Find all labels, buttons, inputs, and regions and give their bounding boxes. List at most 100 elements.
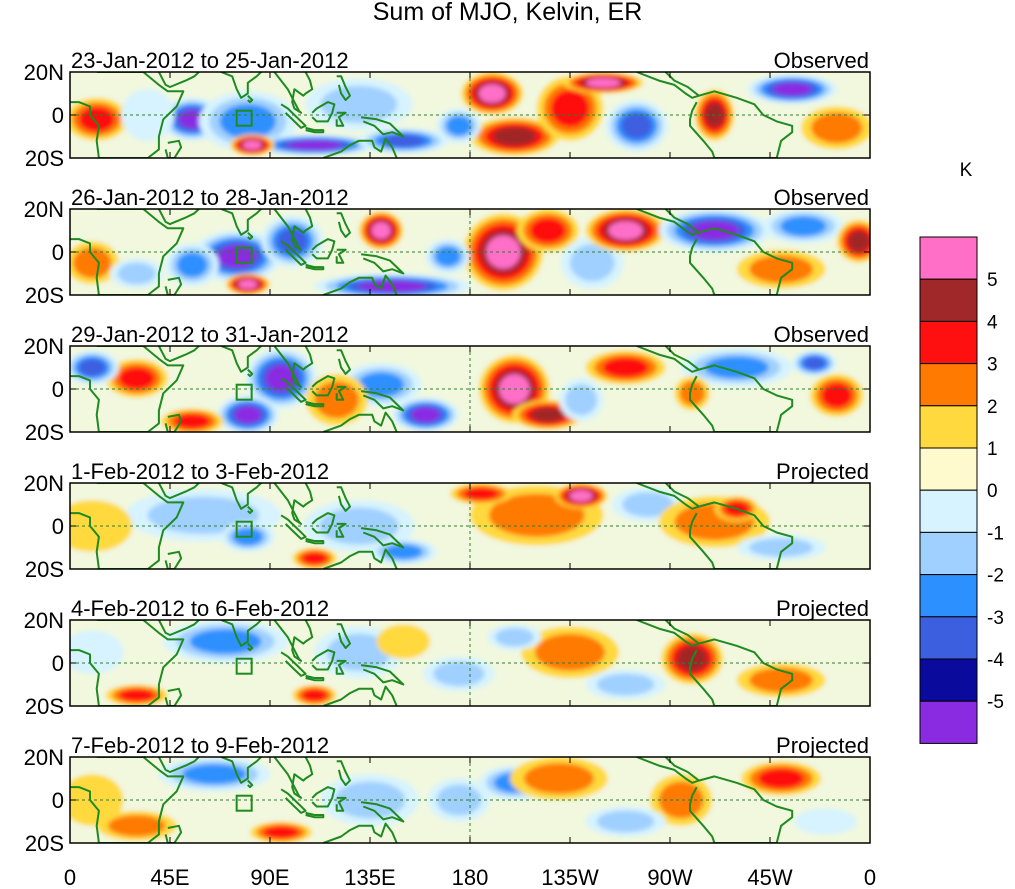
panel-5: 20N 0 20S 4-Feb-2012 to 6-Feb-2012 Projected bbox=[24, 596, 871, 719]
colorbar-swatch bbox=[919, 363, 978, 407]
colorbar-swatch bbox=[919, 574, 978, 618]
coastline-arabia bbox=[158, 620, 200, 636]
y-tick-label: 0 bbox=[52, 788, 64, 813]
anomaly-contour bbox=[358, 372, 405, 398]
anomaly-contour bbox=[108, 815, 166, 837]
anomaly-contour bbox=[435, 246, 461, 267]
coastline-africa bbox=[70, 346, 185, 432]
anomaly-contour bbox=[758, 768, 805, 789]
anomaly-contour bbox=[704, 356, 769, 379]
colorbar-tick-label: -4 bbox=[987, 650, 1004, 671]
coastline-borneo bbox=[311, 101, 336, 123]
coastline-arabia bbox=[158, 72, 200, 88]
colorbar-swatch bbox=[919, 447, 978, 491]
anomaly-contour bbox=[749, 538, 813, 557]
anomaly-contour bbox=[263, 826, 299, 839]
coastline-sumatra bbox=[280, 103, 307, 129]
anomaly-contour bbox=[433, 661, 485, 687]
coastline-samerica bbox=[689, 90, 794, 158]
colorbar-swatch bbox=[919, 278, 978, 322]
anomaly-contour bbox=[772, 82, 812, 96]
coastline-madagascar bbox=[164, 550, 183, 569]
anomaly-contour bbox=[287, 140, 342, 150]
y-tick-label: 20S bbox=[25, 831, 64, 856]
anomaly-contour bbox=[848, 230, 870, 252]
anomaly-contour bbox=[79, 359, 106, 376]
x-tick-label: 45W bbox=[747, 865, 792, 889]
chart-title: Sum of MJO, Kelvin, ER bbox=[372, 0, 643, 26]
panel-6: 20N 0 20S 7-Feb-2012 to 9-Feb-2012 Projected bbox=[24, 733, 871, 856]
panel-status: Observed bbox=[774, 185, 869, 210]
y-tick-label: 20N bbox=[24, 471, 64, 496]
panel-3: 20N 0 20S 29-Jan-2012 to 31-Jan-2012 Observe… bbox=[24, 322, 871, 445]
anomaly-contour bbox=[495, 628, 534, 647]
y-tick-label: 20S bbox=[25, 283, 64, 308]
panel-2: 20N 0 20S 26-Jan-2012 to 28-Jan-2012 Observe… bbox=[24, 185, 871, 308]
colorbar-swatch bbox=[919, 531, 978, 576]
anomaly-contour bbox=[147, 496, 259, 534]
colorbar-swatch bbox=[919, 658, 978, 702]
coastline-phil bbox=[336, 486, 351, 512]
colorbar-swatch bbox=[919, 616, 978, 660]
panel-date-range: 1-Feb-2012 to 3-Feb-2012 bbox=[71, 459, 329, 484]
coastline-newguinea bbox=[360, 116, 405, 138]
coastline-australia bbox=[322, 411, 398, 432]
coastline-sulawesi bbox=[335, 522, 347, 538]
y-tick-label: 0 bbox=[52, 651, 64, 676]
coastline-borneo bbox=[311, 512, 336, 534]
coastline-newguinea bbox=[360, 253, 405, 275]
coastline-borneo bbox=[311, 649, 336, 671]
x-tick-label: 90E bbox=[250, 865, 289, 889]
region-box bbox=[235, 520, 253, 538]
anomaly-contour bbox=[569, 490, 593, 502]
coastline-phil bbox=[336, 760, 351, 786]
coastline-madagascar bbox=[164, 139, 183, 158]
x-tick-label: 0 bbox=[64, 865, 76, 889]
anomaly-contour bbox=[238, 279, 258, 289]
coastline-africa bbox=[70, 757, 185, 843]
coastline-java bbox=[305, 537, 325, 545]
anomaly-contour bbox=[550, 90, 590, 127]
coastline-indochina bbox=[273, 483, 314, 525]
y-tick-label: 0 bbox=[52, 240, 64, 265]
y-tick-label: 20S bbox=[25, 420, 64, 445]
coastline-africa bbox=[70, 483, 185, 569]
colorbar-swatch bbox=[919, 700, 978, 744]
coastline-sulawesi bbox=[335, 659, 347, 675]
coastline-camerica bbox=[636, 346, 700, 373]
y-tick-label: 20N bbox=[24, 197, 64, 222]
anomaly-contour bbox=[301, 552, 328, 565]
coastline-indochina bbox=[273, 620, 314, 662]
coastline-sumatra bbox=[280, 377, 307, 403]
colorbar: 5 4 3 2 1 0 -1 -2 -3 -4 -5 K bbox=[919, 160, 1004, 744]
coastline-srilanka bbox=[247, 642, 254, 652]
anomaly-contour bbox=[794, 808, 857, 835]
anomaly-contour bbox=[381, 134, 426, 148]
anomaly-contour bbox=[622, 492, 674, 517]
coastline-newguinea bbox=[360, 527, 405, 549]
anomaly-contour bbox=[478, 84, 506, 103]
coastline-indochina bbox=[273, 346, 314, 388]
coastline-camerica bbox=[636, 72, 700, 99]
region-box bbox=[235, 657, 253, 675]
coastline-borneo bbox=[311, 786, 336, 808]
coastline-phil bbox=[336, 212, 351, 238]
coastline-arabia bbox=[158, 483, 200, 500]
coastline-india bbox=[220, 483, 263, 510]
coastline-srilanka bbox=[247, 368, 254, 378]
panel-date-range: 4-Feb-2012 to 6-Feb-2012 bbox=[71, 596, 329, 621]
panel-status: Projected bbox=[776, 596, 869, 621]
anomaly-contour bbox=[463, 487, 499, 500]
coastline-samerica bbox=[689, 638, 794, 706]
colorbar-tick-label: 5 bbox=[987, 270, 998, 291]
anomaly-contour bbox=[621, 113, 652, 139]
anomaly-contour bbox=[658, 781, 704, 819]
anomaly-contour bbox=[586, 78, 621, 88]
coastline-africa bbox=[70, 72, 185, 158]
colorbar-swatch bbox=[919, 405, 978, 449]
coastline-madagascar bbox=[164, 276, 183, 295]
anomaly-contour bbox=[189, 629, 262, 654]
coastline-newguinea bbox=[360, 801, 405, 823]
region-box bbox=[235, 109, 253, 127]
